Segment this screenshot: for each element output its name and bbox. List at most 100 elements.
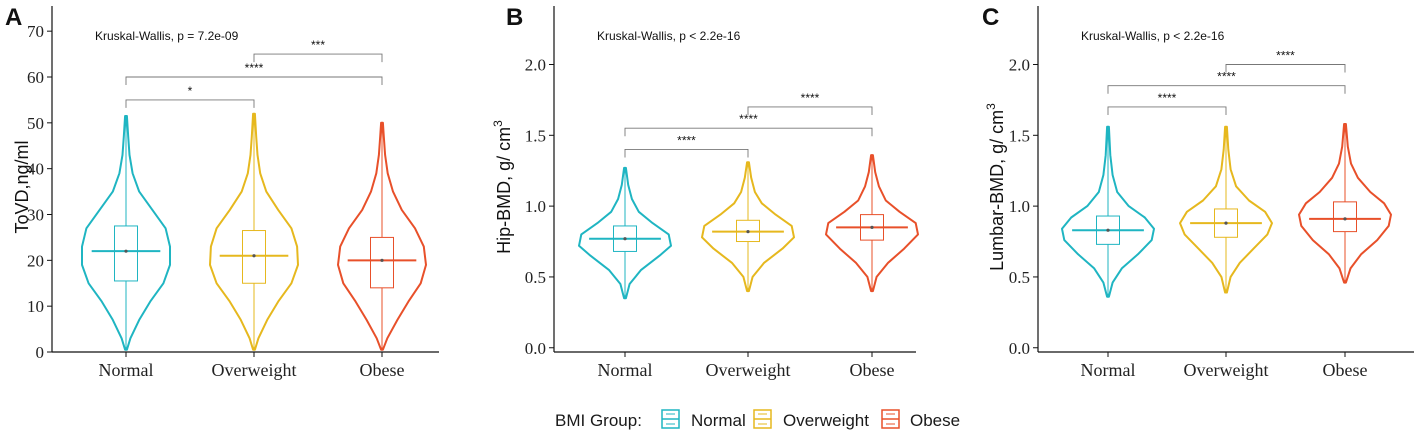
panels-layer: A 0 10 20 30 40 50 60 70 ToVD,ng/ml Kruskal-Wallis… (5, 4, 1414, 380)
significance-label: **** (245, 61, 264, 75)
comparison-bracket: **** (624, 112, 873, 137)
panel-A: A 0 10 20 30 40 50 60 70 ToVD,ng/ml Kruskal-Wallis… (5, 4, 439, 380)
x-tick-label-overweight: Overweight (212, 360, 297, 380)
legend-label-overweight: Overweight (783, 411, 869, 430)
iqr-box (1333, 201, 1357, 233)
legend-key-overweight (753, 409, 772, 429)
y-tick-label: 60 (27, 68, 44, 87)
violin-group-normal (1061, 125, 1155, 298)
significance-label: **** (1158, 91, 1177, 105)
violin-outline (337, 121, 427, 351)
violin-group-overweight (701, 161, 795, 293)
violin-outline (1061, 125, 1155, 298)
y-tick-label: 1.0 (1009, 197, 1030, 216)
y-tick-label: 0.5 (525, 268, 546, 287)
bracket-line (1225, 64, 1346, 73)
panel-B: B 0.0 0.5 1.0 1.5 2.0 Hip-BMD, g/ cm3 Kruskal-W… (491, 4, 919, 380)
significance-label: **** (801, 91, 820, 105)
x-tick-label-overweight: Overweight (706, 360, 791, 380)
comparison-bracket: * (125, 84, 255, 108)
y-axis-label: ToVD,ng/ml (12, 140, 32, 233)
significance-label: **** (1217, 70, 1236, 84)
iqr-box (370, 236, 394, 289)
y-tick-label: 1.5 (525, 126, 546, 145)
bracket-line (1107, 106, 1227, 115)
y-tick-label: 0 (36, 343, 45, 362)
comparison-bracket: *** (253, 38, 383, 63)
comparison-bracket: **** (624, 133, 749, 158)
legend-item-normal: Normal (661, 409, 746, 430)
violin-group-overweight (209, 112, 299, 351)
bracket-line (125, 99, 255, 108)
mean-point (380, 258, 384, 262)
mean-point (1106, 228, 1110, 232)
comparison-bracket: **** (1107, 70, 1346, 94)
legend-label-obese: Obese (910, 411, 960, 430)
y-tick-label: 30 (27, 206, 44, 225)
iqr-box (242, 230, 266, 284)
bracket-line (1107, 85, 1346, 94)
y-tick-label: 50 (27, 114, 44, 133)
bracket-line (253, 53, 383, 63)
mean-point (623, 237, 627, 241)
panel-letter-c: C (982, 4, 999, 31)
panel-letter-a: A (5, 4, 22, 31)
legend-item-obese: Obese (881, 409, 960, 430)
y-tick-label: 70 (27, 22, 44, 41)
bracket-line (125, 76, 383, 85)
y-tick-label: 0.5 (1009, 268, 1030, 287)
test-annotation: Kruskal-Wallis, p < 2.2e-16 (1081, 29, 1225, 43)
x-tick-label-overweight: Overweight (1184, 360, 1269, 380)
violin-group-overweight (1179, 125, 1273, 294)
y-axis-label: Lumbar-BMD, g/ cm3 (984, 103, 1007, 271)
violin-outline (209, 112, 299, 351)
x-tick-label-obese: Obese (850, 360, 895, 380)
bracket-line (747, 106, 873, 115)
violin-group-obese (825, 154, 919, 293)
violin-outline (825, 154, 919, 293)
violin-outline (1179, 125, 1273, 294)
legend-key-normal (661, 409, 680, 429)
legend-item-overweight: Overweight (753, 409, 869, 430)
significance-label: *** (311, 38, 325, 52)
significance-label: **** (677, 133, 696, 147)
y-axis-label: Hip-BMD, g/ cm3 (491, 120, 514, 254)
violin-outline (81, 115, 171, 351)
mean-point (124, 249, 128, 253)
iqr-box (114, 225, 138, 282)
panel-letter-b: B (506, 4, 523, 31)
legend-label-normal: Normal (691, 411, 746, 430)
mean-point (1343, 217, 1347, 221)
mean-point (746, 230, 750, 234)
y-tick-label: 1.0 (525, 197, 546, 216)
y-tick-label: 2.0 (525, 55, 546, 74)
test-annotation: Kruskal-Wallis, p = 7.2e-09 (95, 29, 239, 43)
x-tick-label-normal: Normal (598, 360, 653, 380)
legend-key-obese (881, 409, 900, 429)
mean-point (252, 254, 256, 258)
y-tick-label: 0.0 (1009, 339, 1030, 358)
mean-point (1224, 221, 1228, 225)
comparison-bracket: **** (1107, 91, 1227, 115)
mean-point (870, 225, 874, 229)
x-tick-label-normal: Normal (1081, 360, 1136, 380)
comparison-bracket: **** (125, 61, 383, 85)
y-tick-label: 0.0 (525, 339, 546, 358)
violin-group-obese (337, 121, 427, 351)
violin-group-normal (578, 166, 672, 300)
bracket-line (624, 149, 749, 158)
violin-outline (701, 161, 795, 293)
bracket-line (624, 127, 873, 137)
y-tick-label: 1.5 (1009, 126, 1030, 145)
x-tick-label-obese: Obese (360, 360, 405, 380)
violin-group-obese (1298, 123, 1392, 284)
y-tick-label: 10 (27, 297, 44, 316)
violin-outline (1298, 123, 1392, 284)
comparison-bracket: **** (1225, 48, 1346, 73)
y-tick-label: 40 (27, 160, 44, 179)
x-tick-label-normal: Normal (99, 360, 154, 380)
significance-label: **** (1276, 48, 1295, 62)
legend: BMI Group: Normal Overweight Obese (555, 409, 960, 430)
x-tick-label-obese: Obese (1323, 360, 1368, 380)
